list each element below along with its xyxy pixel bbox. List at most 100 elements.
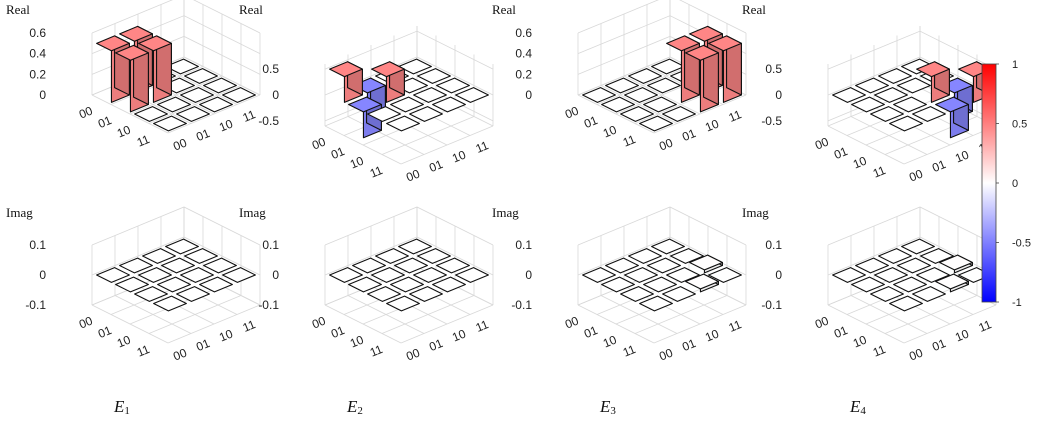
bar	[119, 257, 153, 274]
bar	[329, 267, 363, 283]
z-tick-label: -0.1	[761, 298, 782, 312]
bar	[832, 87, 866, 103]
bar	[176, 106, 210, 122]
col-tick-label: 01	[194, 336, 212, 354]
bar	[180, 267, 214, 283]
z-tick-label: 0.4	[515, 47, 532, 61]
colorbar: 1 0.5 0 -0.5 -1	[981, 59, 1031, 309]
bar	[628, 68, 662, 84]
bars	[96, 25, 256, 132]
bar	[115, 276, 149, 293]
z-tick-label: -0.1	[258, 298, 279, 312]
col-tick-label: 00	[907, 166, 925, 184]
panel-title: Real	[742, 2, 766, 17]
bar	[348, 276, 382, 293]
bar	[647, 257, 681, 274]
bar	[222, 267, 256, 283]
bar	[184, 248, 218, 264]
row-tick-label: 10	[348, 332, 366, 350]
z-tick-label: -0.1	[511, 298, 532, 312]
bar	[870, 106, 904, 122]
bar	[153, 115, 187, 132]
bars	[582, 238, 742, 312]
row-tick-label: 10	[601, 332, 619, 350]
row-tick-label: 11	[135, 342, 152, 360]
panel-label: E3	[599, 397, 616, 417]
bar	[165, 58, 199, 75]
bar	[878, 248, 912, 264]
bars	[329, 238, 489, 312]
row-tick-label: 11	[621, 132, 638, 150]
z-tick-label: 0	[775, 268, 782, 282]
bar	[203, 77, 237, 94]
col-tick-label: 01	[427, 157, 445, 175]
bar	[96, 267, 130, 283]
bar	[134, 286, 168, 302]
colorbar-gradient	[981, 63, 997, 303]
bar	[878, 68, 912, 84]
z-tick-label: -0.5	[761, 114, 782, 128]
row-tick-label: 00	[310, 134, 328, 152]
bars	[832, 58, 992, 139]
bar	[134, 106, 168, 122]
z-tick-label: 0.6	[29, 26, 46, 40]
col-tick-label: 01	[427, 336, 445, 354]
bar	[199, 96, 233, 113]
z-tick-label: 0	[39, 268, 46, 282]
col-tick-label: 11	[474, 138, 491, 156]
row-tick-label: 01	[832, 144, 850, 162]
bar	[161, 257, 195, 274]
panel-title: Imag	[492, 205, 519, 220]
col-tick-label: 10	[703, 326, 721, 344]
col-tick-label: 10	[217, 326, 235, 344]
bar	[601, 276, 635, 293]
col-tick-label: 01	[680, 336, 698, 354]
bar	[666, 267, 700, 283]
bars	[582, 25, 742, 132]
bars	[832, 238, 992, 312]
z-tick-label: 0.1	[29, 238, 46, 252]
bar	[367, 286, 401, 302]
bar	[199, 276, 233, 293]
col-tick-label: 10	[953, 147, 971, 165]
bar	[386, 115, 420, 132]
z-tick-label: 0.1	[262, 238, 279, 252]
bars	[329, 58, 489, 139]
bar	[180, 87, 214, 103]
panel-title: Real	[492, 2, 516, 17]
row-tick-label: 00	[563, 103, 581, 121]
bar	[628, 248, 662, 264]
bar	[176, 286, 210, 302]
bar	[889, 295, 923, 312]
bar	[371, 267, 405, 283]
row-tick-label: 10	[851, 332, 869, 350]
bar	[375, 248, 409, 264]
z-tick-label: 0	[775, 88, 782, 102]
colorbar-tick-label: -0.5	[1012, 238, 1031, 250]
row-tick-label: 01	[582, 113, 600, 131]
row-tick-label: 01	[582, 323, 600, 341]
bar	[138, 267, 172, 283]
bar	[670, 248, 704, 264]
panel-label: E1	[113, 397, 130, 417]
z-tick-label: 0	[272, 268, 279, 282]
bar	[685, 44, 719, 113]
z-tick-label: 0.2	[29, 67, 46, 81]
bar	[643, 96, 677, 113]
col-tick-label: 10	[450, 147, 468, 165]
bar	[935, 273, 969, 293]
bar	[639, 115, 673, 132]
z-tick-label: 0.1	[515, 238, 532, 252]
panel-label: E2	[346, 397, 363, 417]
row-tick-label: 00	[563, 313, 581, 331]
colorbar-tick-label: 0.5	[1012, 119, 1027, 131]
colorbar-tick-label: -1	[1012, 297, 1022, 309]
bar	[605, 257, 639, 274]
row-tick-label: 11	[368, 342, 385, 360]
